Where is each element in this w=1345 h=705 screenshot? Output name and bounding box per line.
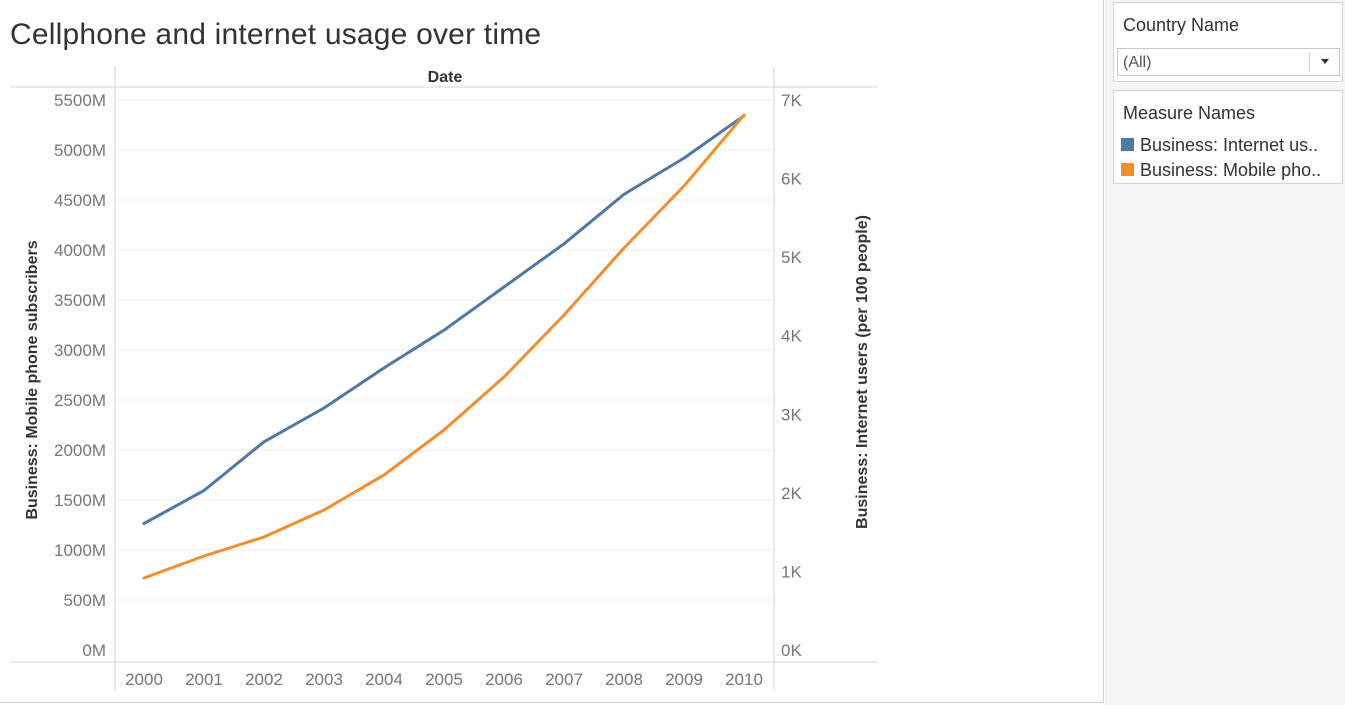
country-filter-dropdown[interactable]: (All) xyxy=(1117,48,1340,76)
chevron-down-icon[interactable] xyxy=(1321,59,1329,64)
legend-label-mobile: Business: Mobile pho.. xyxy=(1140,160,1322,180)
gridlines xyxy=(115,99,774,601)
right-axis-ticks: 0K 1K 2K 3K 4K 5K 6K 7K xyxy=(781,91,802,660)
x-tick-label: 2005 xyxy=(425,670,463,689)
right-tick-label: 2K xyxy=(781,484,802,503)
right-tick-label: 4K xyxy=(781,327,802,346)
series-line-mobile xyxy=(142,113,746,580)
side-panel: Country Name (All) Measure Names Busines… xyxy=(1105,0,1345,705)
filter-selected-value: (All) xyxy=(1123,54,1152,71)
x-tick-label: 2000 xyxy=(125,670,163,689)
x-tick-label: 2004 xyxy=(365,670,403,689)
x-tick-label: 2002 xyxy=(245,670,283,689)
chart-title: Cellphone and internet usage over time xyxy=(10,18,542,51)
x-tick-label: 2001 xyxy=(185,670,223,689)
left-axis-label: Business: Mobile phone subscribers xyxy=(24,240,41,519)
x-tick-label: 2006 xyxy=(485,670,523,689)
right-axis-label: Business: Internet users (per 100 people… xyxy=(854,215,871,529)
legend-swatch-internet xyxy=(1121,138,1134,151)
legend-title: Measure Names xyxy=(1123,103,1256,123)
x-tick-label: 2003 xyxy=(305,670,343,689)
left-tick-label: 0M xyxy=(82,641,106,660)
right-tick-label: 1K xyxy=(781,562,802,581)
line-chart: Date 0M 500M 1000M 1500M 2000M 2500M 3000M 3500… xyxy=(10,66,878,690)
legend-swatch-mobile xyxy=(1121,163,1134,176)
date-header: Date xyxy=(428,69,463,86)
left-tick-label: 3000M xyxy=(54,341,106,360)
series-lines xyxy=(142,113,746,580)
right-tick-label: 0K xyxy=(781,641,802,660)
legend-item-internet[interactable]: Business: Internet us.. xyxy=(1119,135,1341,155)
x-tick-label: 2008 xyxy=(605,670,643,689)
chart-frame xyxy=(10,66,878,690)
right-tick-label: 3K xyxy=(781,405,802,424)
left-tick-label: 4500M xyxy=(54,191,106,210)
legend-item-mobile[interactable]: Business: Mobile pho.. xyxy=(1119,160,1341,180)
left-tick-label: 500M xyxy=(63,591,106,610)
filter-title: Country Name xyxy=(1123,15,1240,35)
x-tick-label: 2009 xyxy=(665,670,703,689)
left-axis-ticks: 0M 500M 1000M 1500M 2000M 2500M 3000M 3500M 4000… xyxy=(54,91,106,660)
left-tick-label: 4000M xyxy=(54,241,106,260)
left-tick-label: 1000M xyxy=(54,541,106,560)
dropdown-separator xyxy=(1309,52,1310,72)
series-line-internet xyxy=(142,114,746,525)
right-tick-label: 6K xyxy=(781,170,802,189)
left-tick-label: 1500M xyxy=(54,491,106,510)
left-tick-label: 5000M xyxy=(54,141,106,160)
right-tick-label: 5K xyxy=(781,248,802,267)
x-tick-label: 2010 xyxy=(725,670,763,689)
x-axis-ticks: 2000 2001 2002 2003 2004 2005 2006 2007 2008 2009… xyxy=(125,670,763,689)
left-tick-label: 2500M xyxy=(54,391,106,410)
country-filter-card: Country Name (All) xyxy=(1113,2,1343,82)
legend-label-internet: Business: Internet us.. xyxy=(1140,135,1319,155)
dashboard-view: Cellphone and internet usage over time D… xyxy=(0,0,1104,703)
left-tick-label: 3500M xyxy=(54,291,106,310)
right-tick-label: 7K xyxy=(781,91,802,110)
legend-card: Measure Names Business: Internet us.. Bu… xyxy=(1113,90,1343,184)
left-tick-label: 5500M xyxy=(54,91,106,110)
x-tick-label: 2007 xyxy=(545,670,583,689)
left-tick-label: 2000M xyxy=(54,441,106,460)
